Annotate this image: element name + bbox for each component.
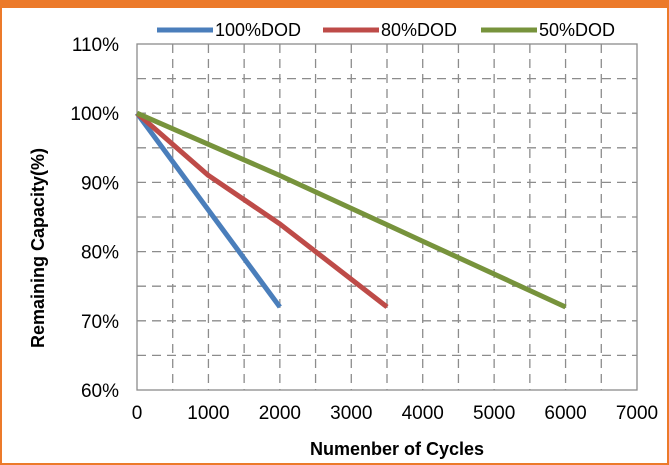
y-tick-label: 60% [81,381,119,402]
series-line-100pctdod [134,111,282,309]
series-line-50pctdod [136,110,567,310]
y-tick-label: 90% [81,173,119,194]
x-tick-label: 2000 [259,403,301,424]
x-tick-label: 4000 [402,403,444,424]
series-lines [134,110,567,310]
x-tick-label: 5000 [473,403,515,424]
x-tick-label: 6000 [544,403,586,424]
x-axis-title: Numenber of Cycles [310,439,484,459]
legend: 100%DOD 80%DOD 50%DOD [157,20,615,40]
y-axis-title: Remaining Capacity(%) [28,148,48,348]
series-line-80pctdod [135,111,389,309]
y-tick-label: 110% [72,35,119,56]
legend-label: 50%DOD [539,20,615,40]
y-axis-ticks: 60% 70% 80% 90% 100% 110% [70,35,119,402]
header-accent-bar [0,0,669,8]
grid-lines [136,43,638,391]
legend-label: 80%DOD [381,20,457,40]
x-axis-ticks: 0 1000 2000 3000 4000 5000 6000 7000 [132,403,658,424]
x-tick-label: 3000 [330,403,372,424]
x-tick-label: 7000 [616,403,658,424]
x-tick-label: 1000 [187,403,229,424]
legend-label: 100%DOD [215,20,301,40]
plot-area-border [136,43,638,391]
x-tick-label: 0 [132,403,143,424]
y-tick-label: 70% [81,312,119,333]
y-tick-label: 100% [70,104,119,125]
y-tick-label: 80% [81,243,119,264]
